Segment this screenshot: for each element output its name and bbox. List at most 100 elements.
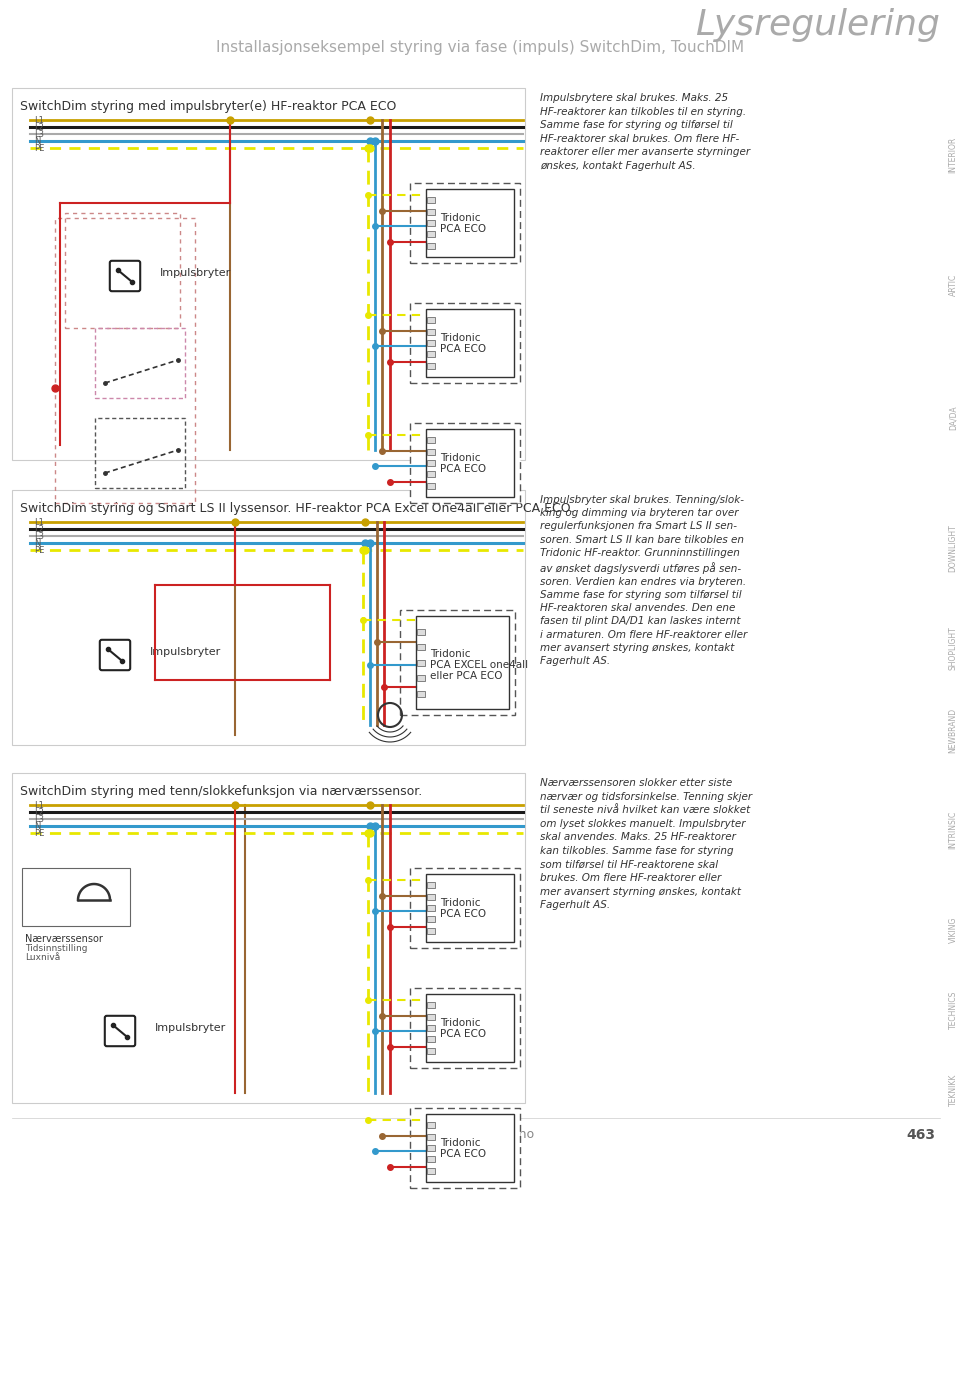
Text: L3: L3	[34, 129, 44, 139]
Text: VIKING: VIKING	[948, 917, 957, 944]
Bar	[410, 1108, 520, 1188]
Bar	[427, 329, 435, 335]
Text: Impulsbryter: Impulsbryter	[160, 268, 231, 278]
Text: PCA ECO: PCA ECO	[440, 464, 486, 473]
Bar	[427, 340, 435, 346]
Text: L2: L2	[34, 122, 44, 132]
Bar	[400, 609, 515, 715]
Text: PCA EXCEL one4all: PCA EXCEL one4all	[430, 659, 528, 669]
Text: Tidsinnstilling: Tidsinnstilling	[25, 944, 87, 954]
Bar	[427, 1037, 435, 1042]
Text: Tridonic: Tridonic	[440, 212, 481, 223]
Bar	[426, 189, 514, 257]
Text: L1: L1	[34, 518, 44, 526]
Text: Impulsbryter: Impulsbryter	[155, 1023, 227, 1033]
Text: Tridonic: Tridonic	[440, 898, 481, 908]
Text: Tridonic: Tridonic	[440, 1138, 481, 1148]
Bar	[427, 1145, 435, 1151]
Text: TECHNICS: TECHNICS	[948, 991, 957, 1029]
Text: L3: L3	[34, 532, 44, 540]
Text: Tridonic: Tridonic	[440, 333, 481, 343]
Bar	[427, 318, 435, 323]
Bar	[427, 1002, 435, 1008]
Text: Lysregulering: Lysregulering	[695, 8, 940, 42]
Bar	[427, 883, 435, 888]
Text: PE: PE	[34, 143, 44, 153]
Bar	[427, 483, 435, 489]
Bar	[427, 362, 435, 369]
Bar	[12, 773, 525, 1103]
Bar	[426, 310, 514, 378]
Bar	[22, 868, 130, 926]
Bar	[427, 197, 435, 203]
Bar	[427, 1123, 435, 1128]
Bar	[427, 1134, 435, 1140]
Bar	[410, 303, 520, 383]
Text: INTRINSIC: INTRINSIC	[948, 811, 957, 849]
Bar	[427, 1024, 435, 1031]
Bar	[426, 429, 514, 497]
Bar	[427, 894, 435, 899]
Text: Tridonic: Tridonic	[440, 1017, 481, 1027]
Bar	[427, 243, 435, 248]
Bar	[95, 328, 185, 398]
Bar	[410, 988, 520, 1067]
Text: PCA ECO: PCA ECO	[440, 1029, 486, 1038]
Bar	[427, 232, 435, 237]
Text: Nærværssensor: Nærværssensor	[25, 934, 103, 944]
Text: Tridonic: Tridonic	[440, 452, 481, 462]
Bar	[427, 208, 435, 215]
Text: Impulsbrytere skal brukes. Maks. 25
HF-reaktorer kan tilkobles til en styring.
S: Impulsbrytere skal brukes. Maks. 25 HF-r…	[540, 93, 750, 171]
Bar	[427, 221, 435, 226]
Text: SwitchDim styring og Smart LS II lyssensor. HF-reaktor PCA Excel One4all eller P: SwitchDim styring og Smart LS II lyssens…	[20, 502, 574, 515]
Text: PCA ECO: PCA ECO	[440, 1149, 486, 1159]
Bar	[426, 994, 514, 1062]
Text: 463: 463	[906, 1128, 935, 1142]
Bar	[55, 218, 195, 502]
Text: PCA ECO: PCA ECO	[440, 344, 486, 354]
Text: Tridonic: Tridonic	[430, 648, 470, 658]
Text: DOWNLIGHT: DOWNLIGHT	[948, 525, 957, 572]
Bar	[426, 1115, 514, 1183]
Text: www.fagerhult.no: www.fagerhult.no	[425, 1128, 535, 1141]
Text: NEWBRAND: NEWBRAND	[948, 708, 957, 752]
Bar	[427, 1167, 435, 1174]
Text: SwitchDim styring med tenn/slokkefunksjon via nærværssensor.: SwitchDim styring med tenn/slokkefunksjo…	[20, 786, 422, 798]
Bar	[427, 927, 435, 934]
Bar	[427, 916, 435, 923]
Text: INTERIOR: INTERIOR	[948, 137, 957, 174]
Bar	[12, 490, 525, 745]
Bar	[427, 1048, 435, 1053]
Text: L3: L3	[34, 815, 44, 823]
Text: PCA ECO: PCA ECO	[440, 909, 486, 919]
Bar	[426, 874, 514, 942]
Bar	[427, 459, 435, 466]
Text: SwitchDim styring med impulsbryter(e) HF-reaktor PCA ECO: SwitchDim styring med impulsbryter(e) HF…	[20, 100, 396, 112]
Text: N: N	[34, 539, 40, 547]
Text: Nærværssensoren slokker etter siste
nærvær og tidsforsinkelse. Tenning skjer
til: Nærværssensoren slokker etter siste nærv…	[540, 779, 752, 911]
Text: PE: PE	[34, 545, 44, 554]
Bar	[427, 905, 435, 911]
Bar	[410, 423, 520, 502]
Text: N: N	[34, 136, 40, 146]
Text: N: N	[34, 822, 40, 830]
Text: L1: L1	[34, 115, 44, 125]
Bar	[416, 616, 509, 709]
Bar	[12, 87, 525, 459]
Bar	[427, 448, 435, 455]
Text: TEKNIKK: TEKNIKK	[948, 1074, 957, 1106]
Text: Impulsbryter: Impulsbryter	[150, 647, 221, 657]
Text: L2: L2	[34, 525, 44, 533]
Text: L1: L1	[34, 801, 44, 809]
Bar	[417, 629, 425, 634]
Text: Impulsbryter skal brukes. Tenning/slok-
king og dimming via bryteren tar over
re: Impulsbryter skal brukes. Tenning/slok- …	[540, 496, 747, 666]
Text: SHOPLIGHT: SHOPLIGHT	[948, 626, 957, 670]
Text: Luxnivå: Luxnivå	[25, 954, 60, 962]
Text: PE: PE	[34, 829, 44, 837]
Text: Installasjonseksempel styring via fase (impuls) SwitchDim, TouchDIM: Installasjonseksempel styring via fase (…	[216, 40, 744, 56]
Bar	[427, 437, 435, 443]
Bar	[417, 675, 425, 682]
Bar	[417, 644, 425, 650]
Bar	[427, 1013, 435, 1020]
Bar	[95, 418, 185, 489]
